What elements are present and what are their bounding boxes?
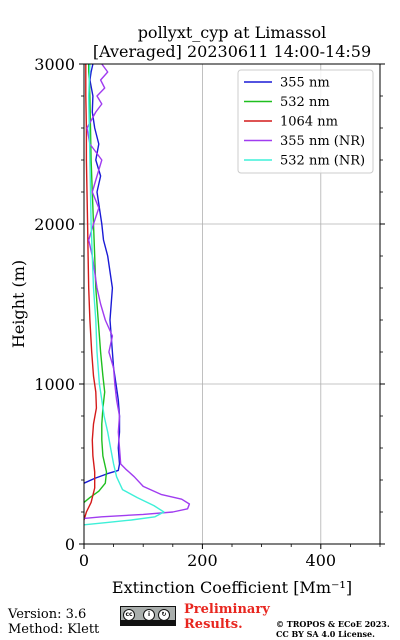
license-line-2: CC BY SA 4.0 License. (276, 629, 375, 639)
series-line-3 (83, 63, 191, 520)
x-tick-label: 200 (187, 551, 218, 570)
legend: 355 nm 532 nm 1064 nm 355 nm (NR) 532 nm (NR… (237, 69, 374, 174)
y-tick-label: 1000 (34, 375, 75, 394)
cc-by-sa-badge: cc i ↻ (120, 606, 176, 626)
chart-subtitle: [Averaged] 20230611 14:00-14:59 (93, 42, 371, 61)
series-line-1 (83, 64, 108, 503)
y-tick-label: 2000 (34, 215, 75, 234)
y-tick-label: 0 (65, 535, 75, 554)
license-line-1: © TROPOS & ECoE 2023. (276, 619, 390, 629)
chart-title: pollyxt_cyp at Limassol (138, 23, 327, 42)
axis-ticks: 0 200 400 0 1000 2000 3000 (34, 55, 385, 570)
legend-label: 1064 nm (280, 115, 338, 130)
y-axis-label: Height (m) (9, 260, 28, 348)
badge-strip (121, 620, 175, 625)
legend-box (237, 69, 374, 174)
x-axis-label: Extinction Coefficient [Mm⁻¹] (112, 578, 352, 597)
method-text: Method: Klett (8, 622, 100, 637)
y-tick-label: 3000 (34, 55, 75, 74)
series-line-0 (83, 63, 121, 484)
preliminary-line-1: Preliminary (184, 602, 270, 617)
x-tick-label: 400 (306, 551, 337, 570)
sa-icon: ↻ (158, 609, 170, 621)
legend-label: 532 nm (280, 95, 330, 110)
series-lines (83, 63, 191, 526)
series-line-2 (83, 64, 98, 521)
x-tick-label: 0 (79, 551, 89, 570)
preliminary-line-2: Results. (184, 617, 243, 632)
version-text: Version: 3.6 (8, 607, 87, 622)
preliminary-notice: Preliminary Results. (184, 602, 270, 632)
legend-label: 355 nm (NR) (280, 134, 365, 149)
license-notice: © TROPOS & ECoE 2023. CC BY SA 4.0 Licen… (276, 619, 390, 639)
series-line-4 (83, 63, 165, 526)
chart-figure: pollyxt_cyp at Limassol [Averaged] 20230… (9, 23, 385, 597)
legend-label: 355 nm (280, 76, 330, 91)
legend-label: 532 nm (NR) (280, 154, 365, 169)
